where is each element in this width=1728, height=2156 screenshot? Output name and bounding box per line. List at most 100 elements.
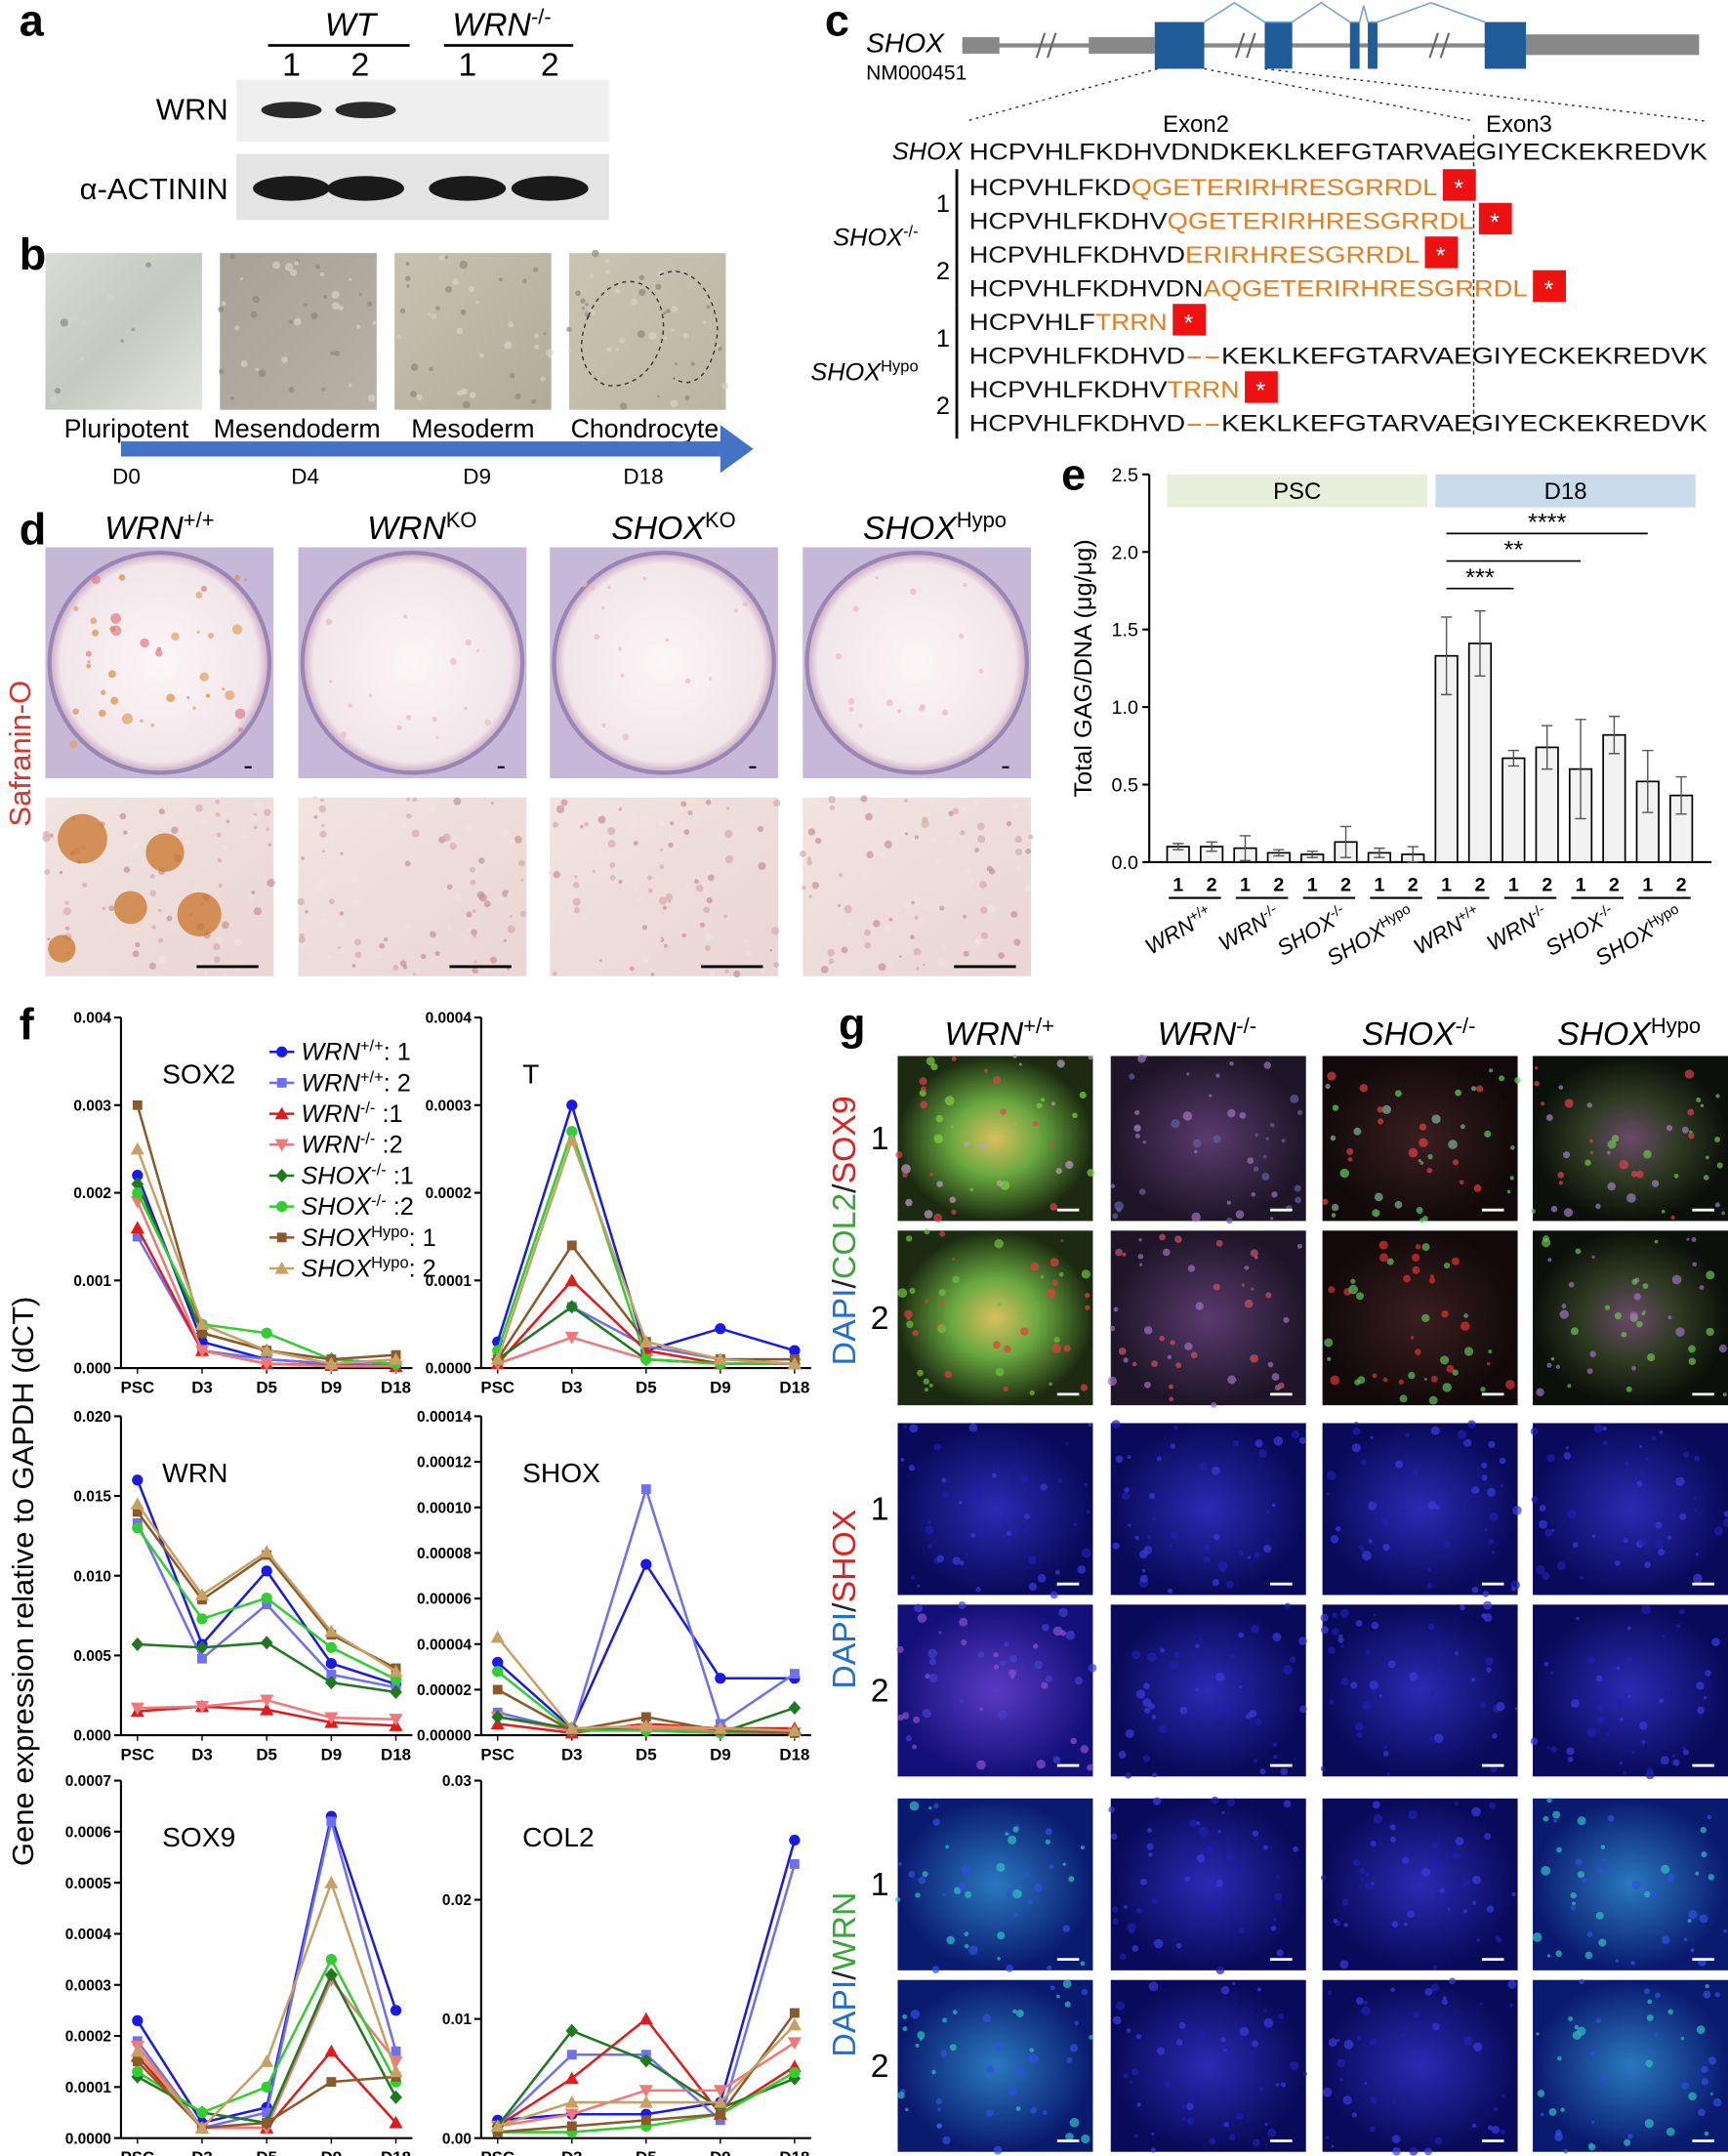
texture <box>1169 1543 1173 1548</box>
legend-label: WRN+/+: 1 <box>301 1038 410 1066</box>
texture <box>1372 1801 1380 1809</box>
texture <box>1432 2022 1440 2031</box>
texture <box>1607 1182 1616 1191</box>
texture <box>642 956 649 964</box>
texture <box>444 255 448 260</box>
texture <box>216 936 224 943</box>
texture <box>704 944 712 951</box>
texture <box>1550 1205 1558 1213</box>
texture <box>573 907 581 914</box>
day-label: D0 <box>112 465 141 489</box>
texture <box>1489 1802 1497 1809</box>
marker <box>789 2066 801 2079</box>
band-label: D18 <box>1544 478 1587 505</box>
texture <box>1472 2042 1483 2052</box>
texture <box>1484 1527 1488 1532</box>
texture <box>838 812 843 817</box>
texture <box>647 888 653 893</box>
marker <box>638 2011 653 2025</box>
texture <box>917 2031 926 2040</box>
column-title-base: WRN <box>104 510 184 547</box>
exon-label: Exon3 <box>1486 111 1552 138</box>
stained-nodule <box>177 891 222 936</box>
texture <box>476 648 480 653</box>
texture <box>242 834 247 839</box>
texture <box>449 657 457 665</box>
texture <box>1049 1258 1059 1267</box>
texture <box>1280 1767 1289 1776</box>
texture <box>543 332 547 336</box>
texture <box>1227 1108 1236 1118</box>
y-tick-label: 0.00 <box>442 2131 472 2147</box>
y-tick-label: 0.005 <box>73 1648 111 1665</box>
texture <box>1419 1123 1427 1131</box>
texture <box>601 605 605 610</box>
texture <box>218 368 225 375</box>
texture <box>1360 1877 1365 1882</box>
texture <box>1263 1155 1267 1159</box>
texture <box>1432 1965 1438 1969</box>
texture <box>1697 1706 1706 1715</box>
texture <box>1159 1724 1168 1734</box>
texture <box>931 1966 940 1973</box>
texture <box>1084 1292 1090 1299</box>
texture <box>1270 1926 1277 1931</box>
texture <box>1271 1503 1276 1508</box>
texture <box>1355 1997 1364 2006</box>
texture <box>1588 2143 1596 2151</box>
texture <box>921 819 929 828</box>
texture <box>1171 1531 1178 1539</box>
texture <box>965 1553 968 1556</box>
texture <box>1135 1689 1146 1699</box>
texture <box>1125 1771 1131 1779</box>
texture <box>1357 1376 1366 1385</box>
texture <box>1051 1343 1062 1353</box>
y-tick-label: 0.0002 <box>65 2029 111 2046</box>
texture <box>1217 1829 1221 1834</box>
x-tick-label: D5 <box>636 2148 657 2156</box>
texture <box>1688 1132 1695 1140</box>
texture <box>140 638 149 648</box>
texture <box>651 865 655 868</box>
texture <box>234 708 246 720</box>
texture <box>944 1371 952 1379</box>
texture <box>1701 2065 1708 2074</box>
texture <box>1369 1680 1378 1690</box>
texture <box>429 931 436 938</box>
texture <box>1273 1436 1284 1446</box>
texture <box>913 1716 921 1723</box>
texture <box>1467 1420 1476 1429</box>
texture <box>1499 1075 1505 1082</box>
texture <box>455 893 462 901</box>
texture <box>622 733 630 741</box>
texture <box>1126 2028 1131 2033</box>
texture <box>1390 1836 1396 1843</box>
texture <box>1514 1077 1521 1084</box>
texture <box>1707 1874 1714 1881</box>
day-label: D18 <box>623 465 663 489</box>
texture <box>1065 1630 1076 1640</box>
texture <box>1254 1552 1260 1558</box>
well <box>552 550 776 775</box>
group-label-sup: Hypo <box>881 358 918 376</box>
texture <box>1659 1698 1665 1704</box>
texture <box>1159 1335 1165 1342</box>
texture <box>902 1712 910 1720</box>
texture <box>910 1575 916 1580</box>
texture <box>1215 1073 1220 1078</box>
texture <box>1536 1388 1544 1396</box>
texture <box>1352 1427 1361 1435</box>
texture <box>1178 1884 1186 1891</box>
texture <box>1459 1180 1464 1185</box>
texture <box>1688 1910 1698 1920</box>
texture <box>151 925 156 930</box>
texture <box>1473 1184 1482 1192</box>
texture <box>221 844 228 851</box>
marker <box>640 1558 652 1570</box>
texture <box>1429 1690 1435 1696</box>
texture <box>1531 1209 1536 1214</box>
x-tick-label: D3 <box>561 1745 583 1763</box>
texture <box>928 1658 937 1666</box>
texture <box>1722 1392 1727 1397</box>
texture <box>1546 1954 1551 1958</box>
